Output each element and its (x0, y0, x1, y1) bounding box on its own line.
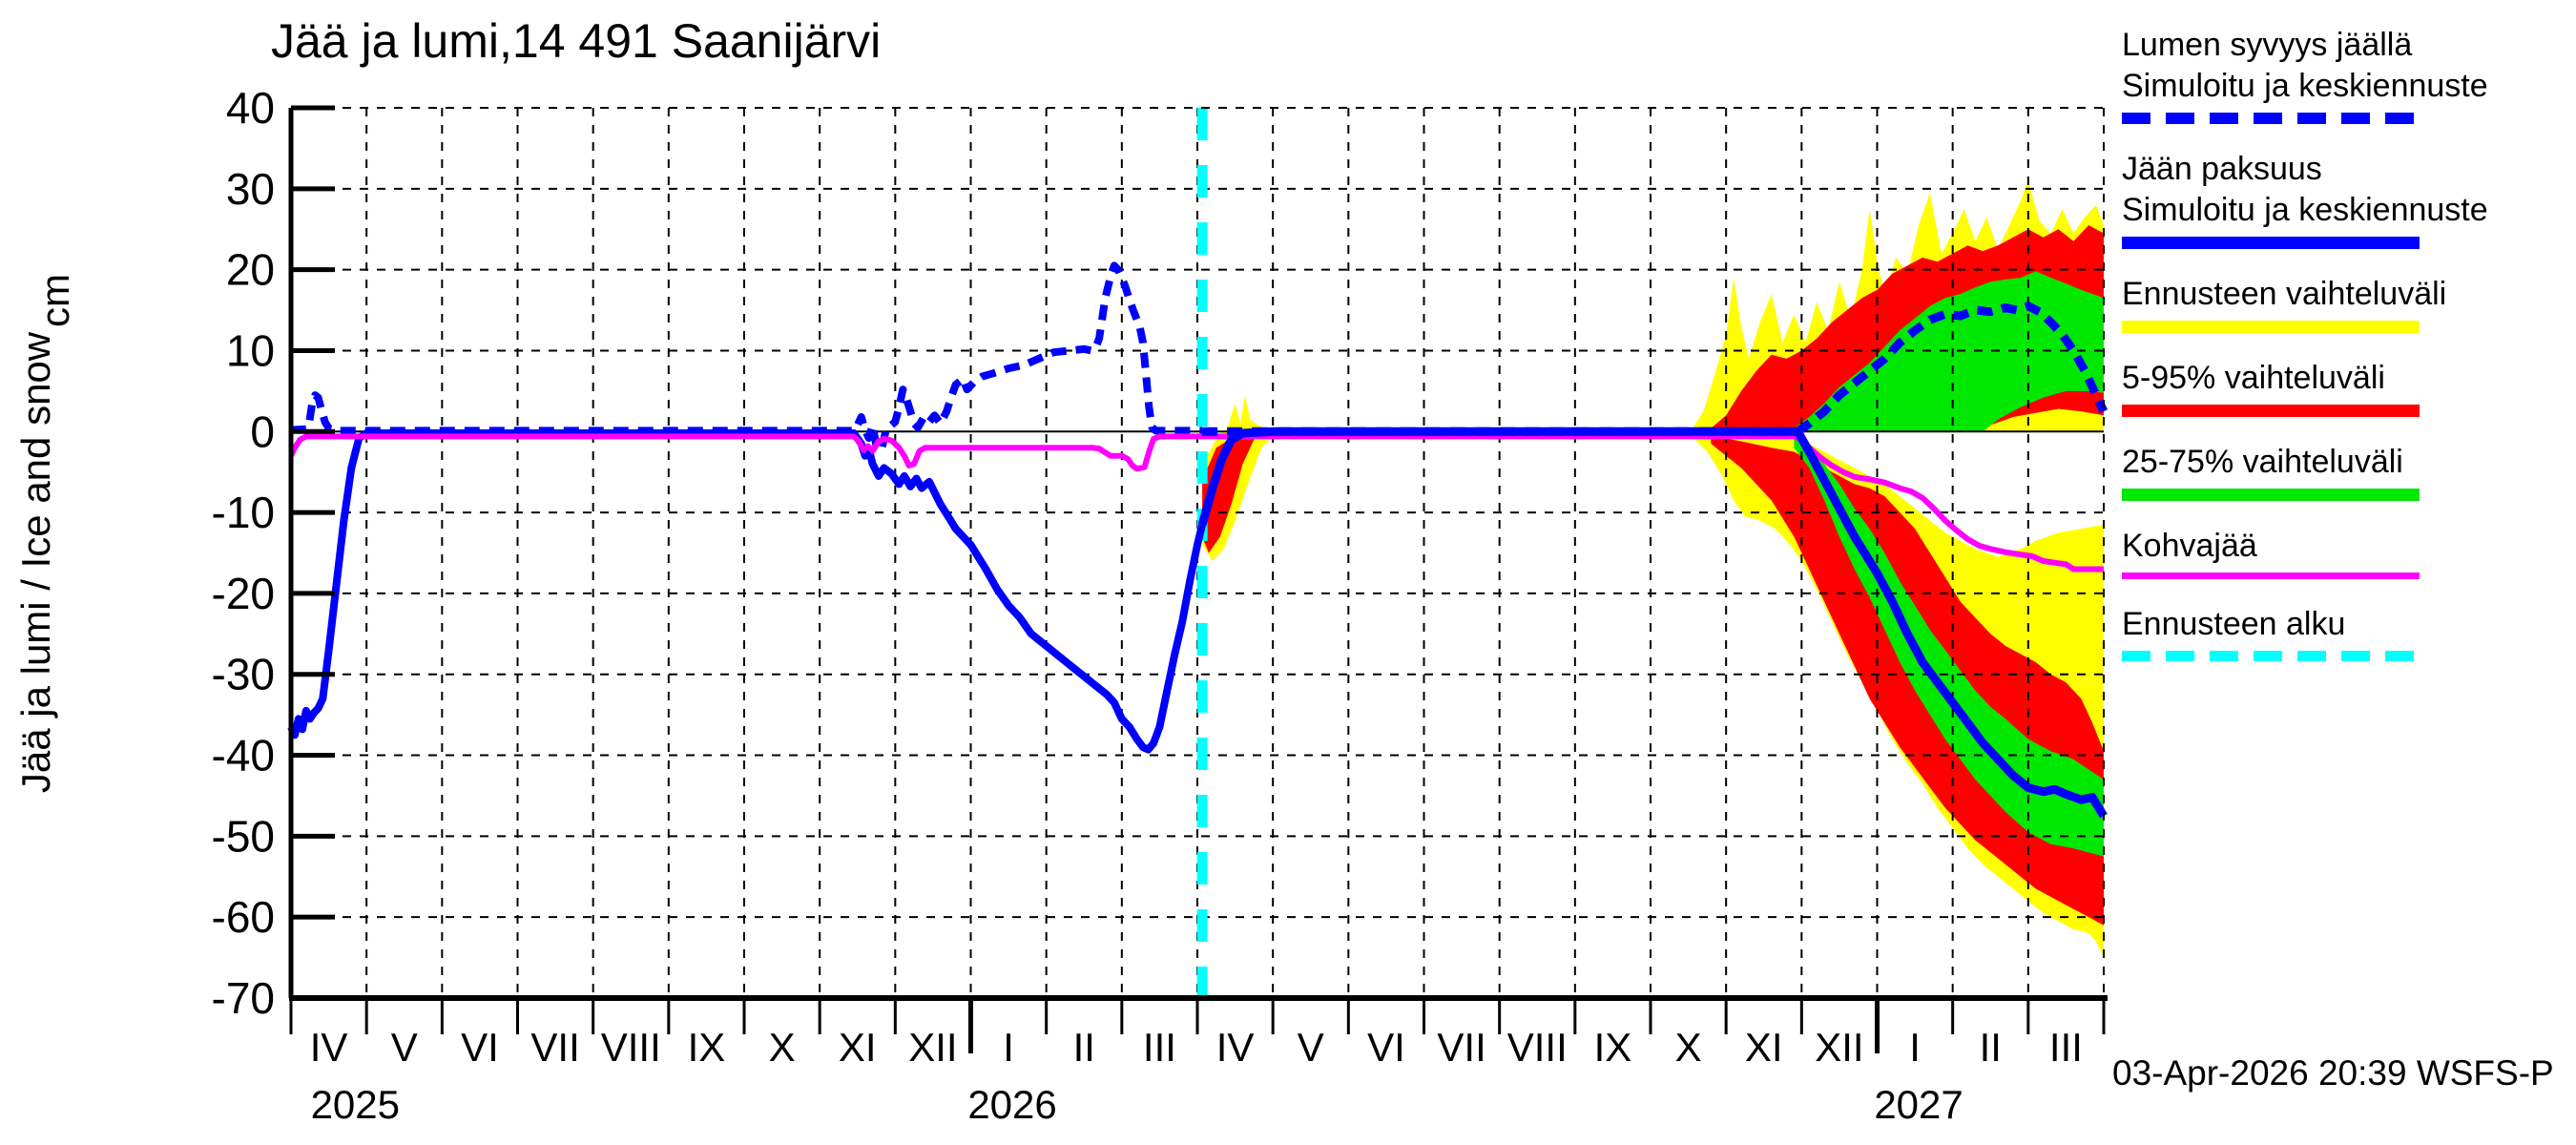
legend-entry: 5-95% vaihteluväli (2122, 358, 2523, 417)
month-label: VI (461, 1025, 499, 1070)
y-axis-title: Jää ja lumi / Ice and snow (13, 331, 58, 793)
legend-entry: Ennusteen vaihteluväli (2122, 274, 2523, 333)
month-label: IV (310, 1025, 348, 1070)
legend-entry: Ennusteen alku (2122, 604, 2523, 661)
band-winter27_ice_25_75 (1794, 438, 2104, 857)
series-hist_snow_on_ice (290, 261, 1203, 453)
legend-sample-dashed-line (2122, 113, 2420, 124)
legend-entry: 25-75% vaihteluväli (2122, 442, 2523, 501)
legend-label: Ennusteen vaihteluväli (2122, 276, 2447, 312)
month-label: IX (688, 1025, 726, 1070)
y-tick-label: 20 (226, 245, 275, 295)
month-label: XII (908, 1025, 957, 1070)
year-label: 2025 (311, 1082, 400, 1127)
legend-sample-solid-line (2122, 321, 2420, 333)
legend-label: Simuloitu ja keskiennuste (2122, 192, 2488, 228)
y-tick-label: 30 (226, 164, 275, 214)
month-label: II (1980, 1025, 2002, 1070)
month-label: I (1003, 1025, 1014, 1070)
legend-sample-solid-line (2122, 572, 2420, 579)
legend-label: Jään paksuus (2122, 151, 2322, 187)
month-label: X (769, 1025, 796, 1070)
month-label: IX (1594, 1025, 1632, 1070)
band-winter27_snow_25_75 (1794, 271, 2104, 432)
month-label: VII (1437, 1025, 1485, 1070)
legend-entry: Kohvajää (2122, 526, 2523, 579)
legend-entry: Lumen syvyys jäällä Simuloitu ja keskienn… (2122, 25, 2523, 124)
y-tick-label: -30 (212, 650, 275, 699)
month-label: VII (530, 1025, 579, 1070)
year-label: 2026 (967, 1082, 1056, 1127)
month-label: II (1073, 1025, 1095, 1070)
y-axis-unit: cm (32, 274, 77, 327)
series-hist_ice_thickness (287, 429, 1206, 754)
year-label: 2027 (1874, 1082, 1963, 1127)
band-apr2026_5_95 (1202, 431, 1258, 553)
legend-sample-dashed-line (2122, 651, 2420, 661)
month-label: VIII (601, 1025, 661, 1070)
y-tick-label: -60 (212, 892, 275, 942)
month-label: VIII (1507, 1025, 1568, 1070)
legend-sample-solid-line (2122, 405, 2420, 417)
legend-entry: Jään paksuus Simuloitu ja keskiennuste (2122, 149, 2523, 249)
legend-label: Kohvajää (2122, 528, 2257, 564)
y-tick-label: -70 (212, 973, 275, 1023)
legend-label: 5-95% vaihteluväli (2122, 360, 2385, 396)
month-label: V (391, 1025, 418, 1070)
month-label: XI (839, 1025, 877, 1070)
y-tick-label: -40 (212, 731, 275, 781)
y-tick-label: 0 (250, 406, 275, 456)
month-label: V (1298, 1025, 1324, 1070)
month-label: III (2049, 1025, 2083, 1070)
y-tick-label: -50 (212, 811, 275, 861)
month-label: X (1675, 1025, 1702, 1070)
series-forecast_snow_median (1202, 302, 2109, 436)
legend-sample-solid-line (2122, 237, 2420, 249)
month-label: VI (1367, 1025, 1405, 1070)
y-tick-label: -10 (212, 488, 275, 537)
y-tick-label: 40 (226, 83, 275, 133)
month-label: III (1143, 1025, 1176, 1070)
month-label: XI (1745, 1025, 1783, 1070)
month-label: I (1909, 1025, 1921, 1070)
footer-timestamp: 03-Apr-2026 20:39 WSFS-P (2112, 1053, 2554, 1093)
month-label: IV (1216, 1025, 1255, 1070)
series-kohvajaa (288, 433, 2104, 572)
legend-sample-solid-line (2122, 489, 2420, 501)
y-tick-label: 10 (226, 325, 275, 375)
month-label: XII (1815, 1025, 1863, 1070)
y-tick-label: -20 (212, 569, 275, 618)
legend-label: 25-75% vaihteluväli (2122, 444, 2403, 480)
legend: Lumen syvyys jäällä Simuloitu ja keskienn… (2122, 25, 2523, 686)
page-title: Jää ja lumi,14 491 Saanijärvi (271, 14, 882, 68)
legend-label: Simuloitu ja keskiennuste (2122, 68, 2488, 104)
legend-label: Ennusteen alku (2122, 606, 2346, 642)
legend-label: Lumen syvyys jäällä (2122, 27, 2413, 63)
